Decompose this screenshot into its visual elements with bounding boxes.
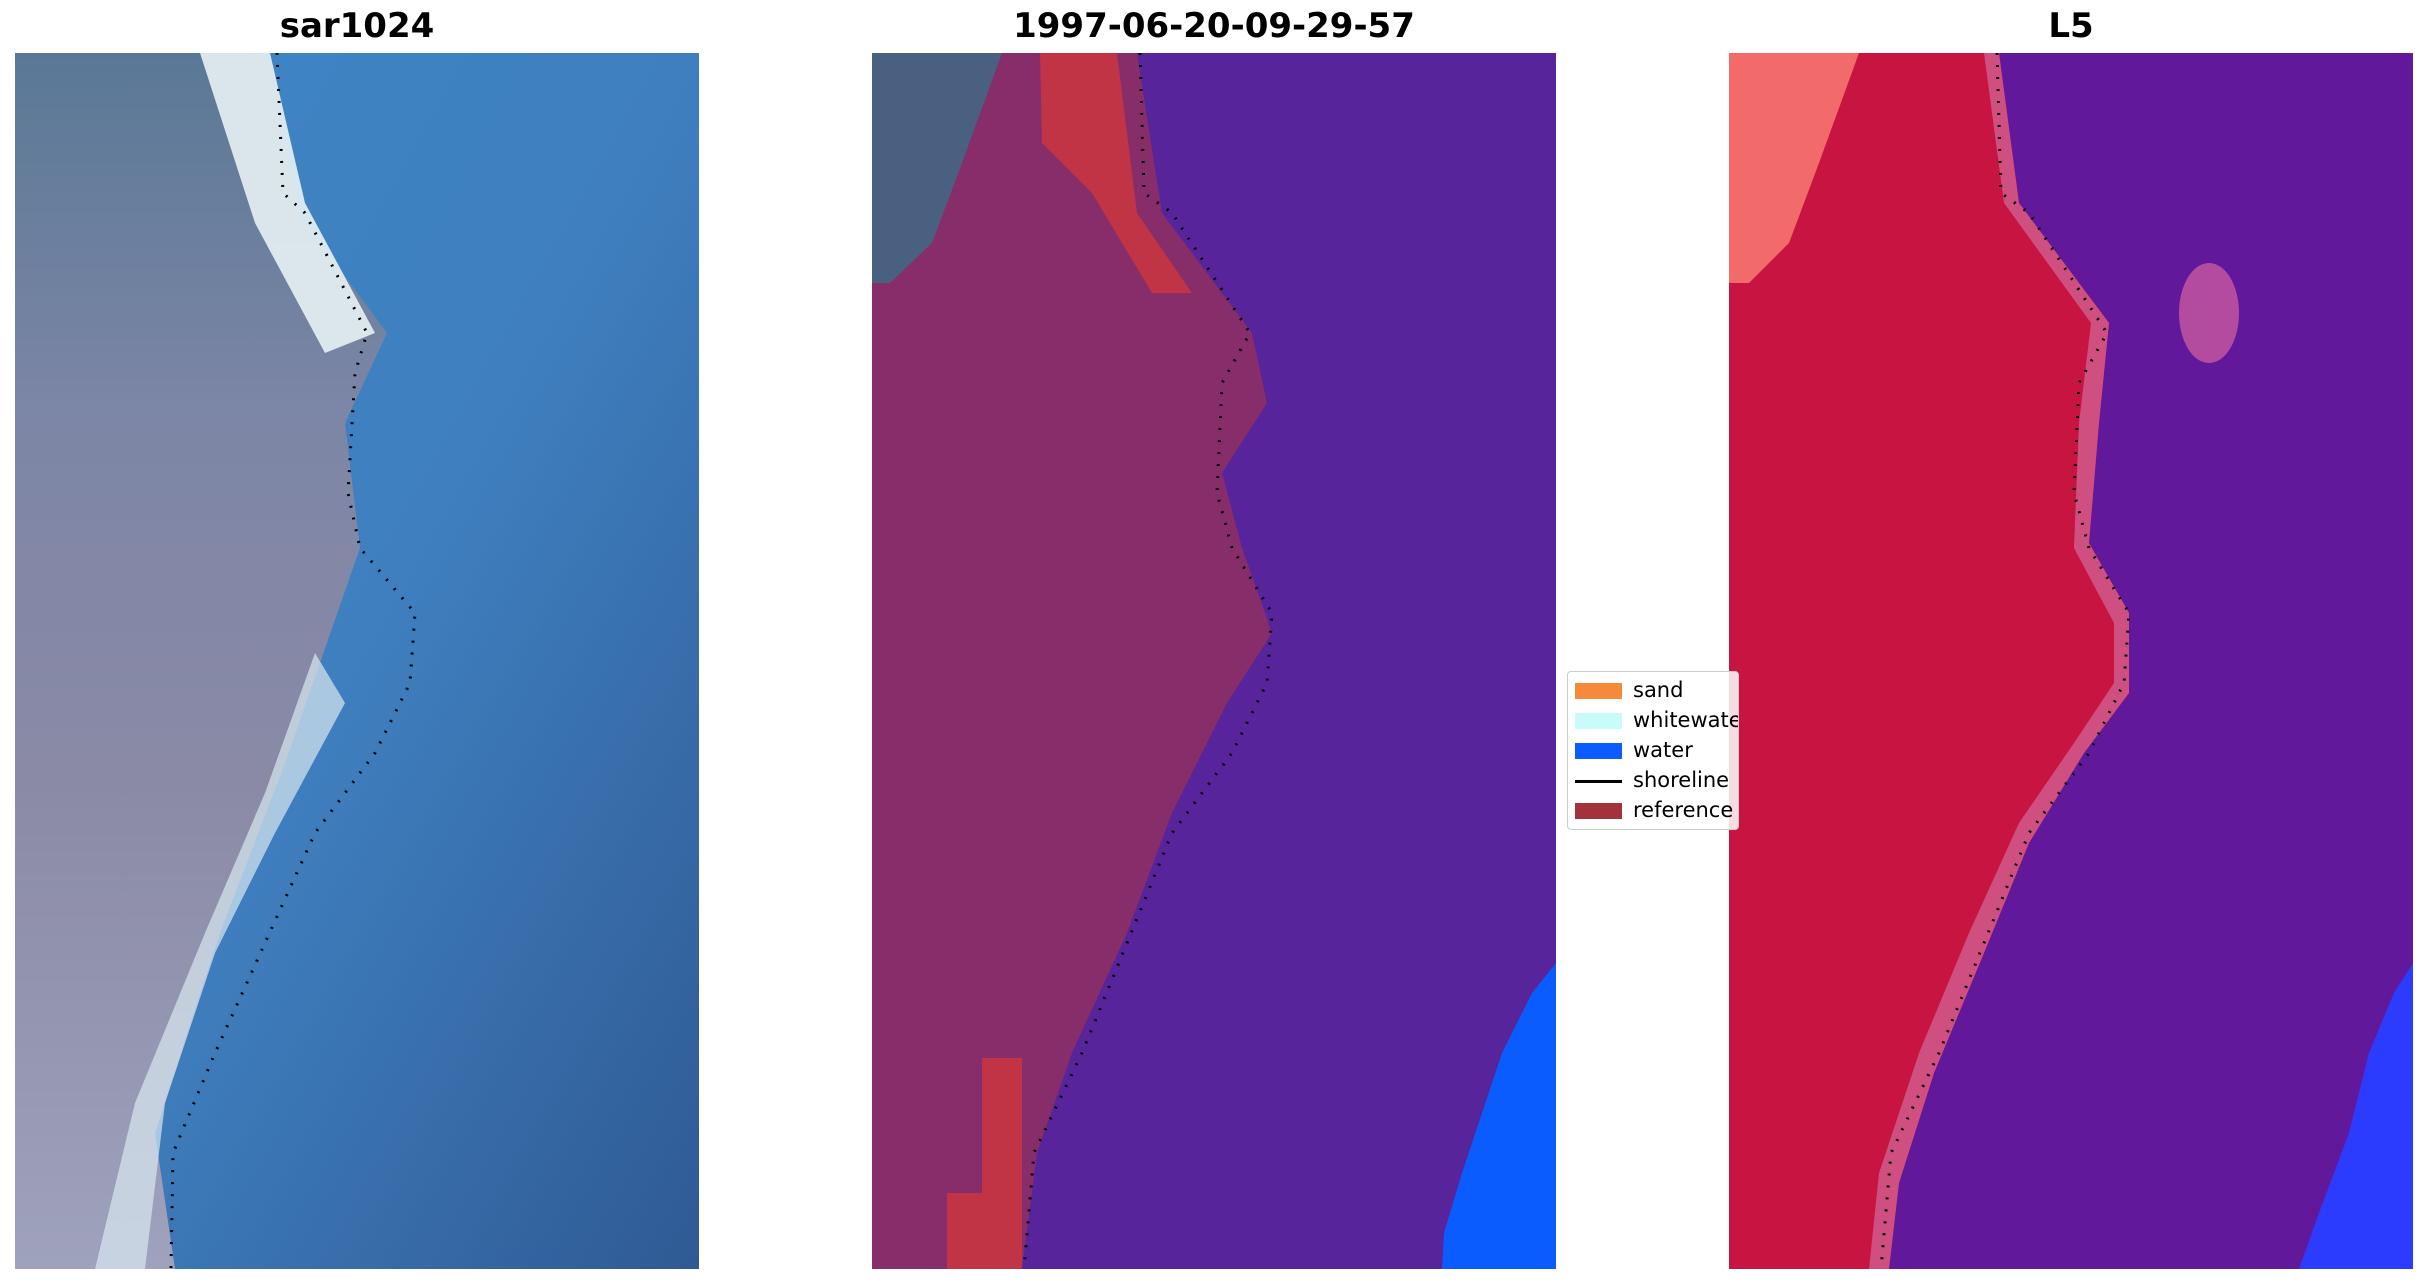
panel-title-l5: L5 bbox=[2048, 6, 2094, 46]
legend-label: whitewater bbox=[1633, 708, 1739, 732]
shoreline-band bbox=[1869, 53, 2129, 1269]
classified-overlay-image bbox=[872, 53, 1556, 1269]
water-blue-area bbox=[1442, 963, 1556, 1269]
unclassified-area bbox=[872, 53, 1002, 283]
whitewater-area bbox=[200, 53, 375, 353]
legend-item-sand: sand bbox=[1568, 675, 1738, 705]
legend-label: shoreline bbox=[1633, 768, 1730, 792]
reference-area bbox=[1040, 53, 1192, 293]
legend-swatch bbox=[1575, 780, 1622, 783]
land-class-area bbox=[872, 53, 1272, 1269]
legend-label: sand bbox=[1633, 678, 1684, 702]
legend-item-water: water bbox=[1568, 735, 1738, 765]
legend-item-shoreline: shoreline bbox=[1568, 765, 1738, 795]
legend-swatch bbox=[1575, 743, 1622, 759]
legend-item-reference: reference bbox=[1568, 795, 1738, 825]
land-class-area bbox=[1729, 53, 2129, 1269]
legend-label: reference bbox=[1633, 798, 1734, 822]
panel-title-sar1024: sar1024 bbox=[279, 6, 435, 46]
satellite-rgb-image bbox=[15, 53, 699, 1269]
bright-patch bbox=[2179, 263, 2239, 363]
whitewater-area bbox=[95, 653, 345, 1269]
legend-label: water bbox=[1633, 738, 1693, 762]
panel-title-date: 1997-06-20-09-29-57 bbox=[1013, 6, 1415, 46]
legend-swatch bbox=[1575, 713, 1622, 729]
legend-swatch bbox=[1575, 683, 1622, 699]
legend: sand whitewater water shoreline referenc… bbox=[1567, 671, 1739, 830]
legend-item-whitewater: whitewater bbox=[1568, 705, 1739, 735]
land-area bbox=[15, 53, 387, 1269]
bright-land-area bbox=[1729, 53, 1859, 283]
false-color-image bbox=[1729, 53, 2413, 1269]
reference-area bbox=[947, 1058, 1022, 1269]
legend-swatch bbox=[1575, 803, 1622, 819]
water-blue-area bbox=[2299, 963, 2413, 1269]
